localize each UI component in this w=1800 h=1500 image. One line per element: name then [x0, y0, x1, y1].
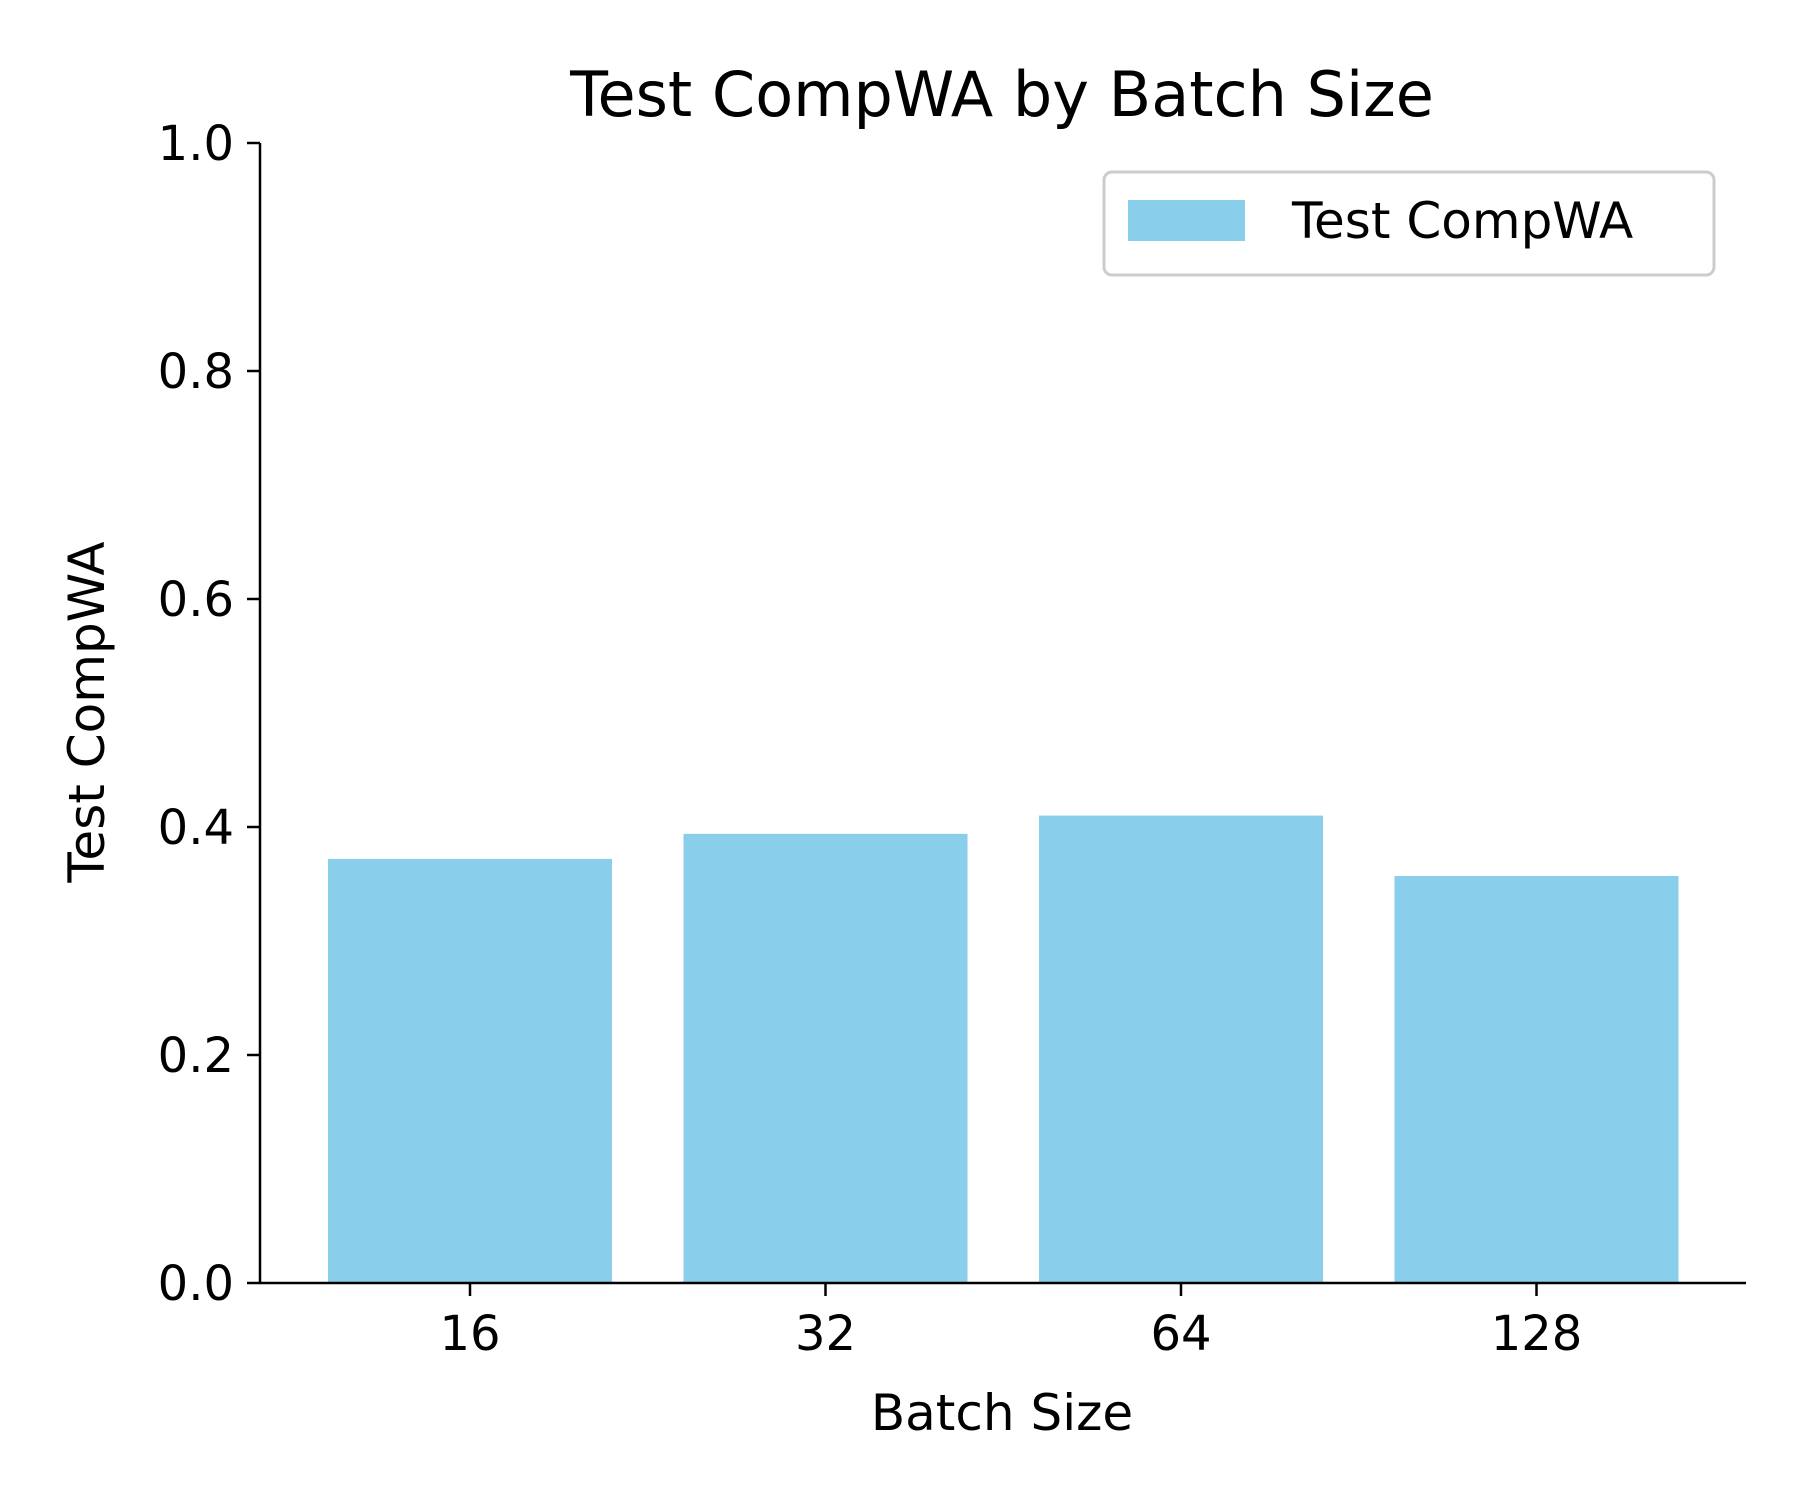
x-axis-title: Batch Size [871, 1384, 1133, 1442]
legend-box [1102, 170, 1716, 277]
bar-16 [328, 858, 612, 1283]
x-tick-label: 64 [1150, 1306, 1211, 1362]
y-tick-label: 0.6 [158, 572, 234, 628]
x-tick-label: 128 [1491, 1306, 1583, 1362]
legend: Test CompWA [1102, 170, 1716, 277]
y-tick-label: 0.4 [158, 800, 234, 856]
bars-group [328, 815, 1679, 1283]
x-tick-label: 32 [795, 1306, 856, 1362]
y-axis: 0.0 0.2 0.4 0.6 0.8 1.0 [158, 116, 262, 1312]
bar-32 [683, 833, 968, 1283]
legend-label: Test CompWA [1291, 192, 1633, 250]
bar-64 [1039, 815, 1323, 1283]
chart-title: Test CompWA by Batch Size [569, 58, 1434, 131]
legend-swatch [1128, 200, 1245, 241]
y-tick-label: 1.0 [158, 116, 234, 172]
y-tick-label: 0.2 [158, 1028, 234, 1084]
y-tick-label: 0.0 [158, 1256, 234, 1312]
y-axis-title: Test CompWA [58, 541, 116, 883]
bar-128 [1394, 876, 1679, 1283]
x-axis: 16 32 64 128 [259, 1281, 1746, 1362]
y-tick-label: 0.8 [158, 344, 234, 400]
x-tick-label: 16 [439, 1306, 500, 1362]
